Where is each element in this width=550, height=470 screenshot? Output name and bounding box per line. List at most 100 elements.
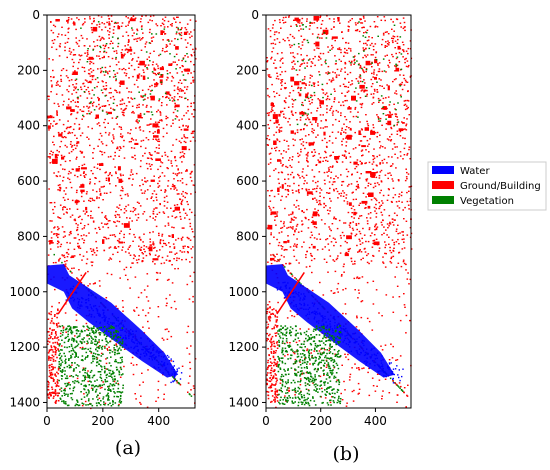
ground-pixel — [125, 205, 127, 208]
ground-pixel — [68, 131, 70, 133]
water-pixel — [141, 348, 143, 351]
ground-pixel — [173, 204, 176, 206]
ground-pixel — [306, 18, 308, 20]
ground-pixel — [344, 52, 347, 54]
vegetation-pixel — [90, 101, 92, 103]
ground-pixel — [342, 190, 344, 192]
ground-pixel — [155, 193, 158, 195]
ground-pixel — [323, 258, 326, 260]
vegetation-pixel — [138, 120, 140, 122]
ground-pixel — [395, 167, 397, 169]
ground-pixel — [319, 238, 322, 240]
ground-pixel — [51, 391, 54, 394]
ground-pixel — [381, 315, 383, 317]
ground-pixel — [116, 72, 119, 74]
ground-pixel — [113, 26, 116, 28]
ground-pixel — [167, 222, 170, 224]
ground-pixel — [377, 64, 379, 66]
vegetation-pixel — [73, 339, 76, 341]
ground-pixel — [166, 45, 169, 47]
ground-pixel — [305, 174, 308, 176]
ground-pixel — [387, 96, 390, 98]
ground-pixel — [332, 151, 334, 153]
ground-pixel — [267, 144, 269, 146]
ground-pixel — [395, 78, 397, 80]
ground-pixel — [101, 153, 104, 156]
ground-pixel — [163, 242, 165, 245]
vegetation-pixel — [87, 48, 89, 50]
ground-pixel — [308, 134, 310, 136]
ground-pixel — [371, 42, 373, 45]
ground-pixel — [303, 177, 305, 179]
vegetation-pixel — [69, 387, 71, 390]
ground-pixel — [306, 208, 308, 211]
ground-pixel — [55, 175, 58, 177]
ground-pixel — [363, 367, 365, 369]
vegetation-pixel — [95, 330, 98, 333]
ground-pixel — [396, 214, 398, 217]
ground-pixel — [81, 218, 83, 221]
water-pixel — [173, 375, 175, 378]
ground-pixel — [101, 92, 104, 94]
ground-pixel — [345, 156, 347, 158]
ground-pixel — [307, 227, 310, 229]
ground-pixel — [105, 362, 108, 365]
ground-pixel — [372, 161, 375, 163]
ground-pixel — [56, 337, 58, 339]
ground-pixel — [102, 81, 104, 83]
ground-pixel — [127, 204, 130, 206]
ground-pixel — [164, 384, 167, 386]
vegetation-pixel — [93, 331, 95, 333]
ground-pixel — [118, 68, 121, 70]
ground-pixel — [144, 314, 147, 317]
ground-pixel — [405, 123, 408, 125]
ground-pixel — [136, 119, 138, 121]
vegetation-pixel — [113, 395, 116, 398]
ground-pixel — [48, 375, 51, 378]
vegetation-pixel — [113, 109, 116, 111]
water-pixel — [96, 310, 99, 312]
ground-pixel — [348, 106, 350, 108]
vegetation-pixel — [116, 352, 119, 355]
ground-pixel — [96, 250, 99, 252]
ground-pixel — [61, 34, 63, 36]
vegetation-pixel — [106, 357, 109, 359]
ground-pixel — [186, 31, 189, 33]
vegetation-pixel — [82, 368, 85, 370]
ground-pixel — [65, 136, 67, 139]
ground-pixel — [64, 160, 67, 163]
ground-pixel — [187, 110, 189, 112]
ground-pixel — [366, 254, 368, 257]
ground-pixel — [149, 52, 152, 55]
vegetation-pixel — [63, 400, 65, 403]
ground-pixel — [104, 223, 106, 225]
vegetation-pixel — [65, 361, 67, 364]
vegetation-pixel — [73, 368, 75, 370]
ground-pixel — [62, 68, 65, 70]
ground-pixel — [100, 352, 103, 355]
ground-pixel — [127, 97, 129, 99]
ground-pixel — [147, 88, 150, 91]
ground-pixel — [87, 86, 89, 89]
ground-pixel — [181, 59, 183, 62]
ground-pixel — [360, 300, 363, 303]
ground-pixel — [67, 28, 70, 30]
ground-pixel — [92, 105, 94, 107]
vegetation-pixel — [184, 60, 187, 63]
ground-pixel — [81, 66, 84, 68]
ground-pixel — [189, 275, 192, 277]
ground-pixel — [72, 49, 75, 51]
vegetation-pixel — [64, 370, 66, 372]
ground-pixel — [186, 169, 188, 171]
ground-pixel — [170, 162, 173, 164]
ground-pixel — [183, 86, 186, 88]
ground-pixel — [187, 72, 189, 75]
ground-pixel — [94, 282, 96, 284]
ground-pixel — [54, 389, 57, 391]
water-pixel — [148, 348, 151, 350]
vegetation-pixel — [77, 330, 79, 332]
ground-pixel — [158, 140, 161, 143]
ground-pixel — [141, 15, 143, 17]
ground-pixel — [192, 184, 195, 186]
ground-pixel — [398, 51, 401, 54]
